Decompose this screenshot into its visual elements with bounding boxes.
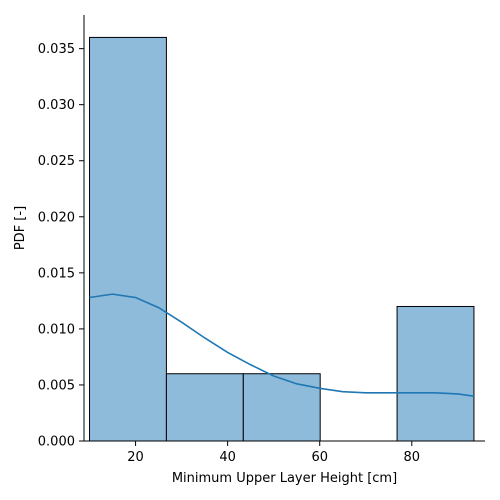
- histogram-bar-3: [242, 373, 321, 442]
- y-tick-label: 0.030: [38, 98, 75, 113]
- y-axis-label: PDF [-]: [13, 206, 28, 250]
- kde-curve: [89, 293, 475, 397]
- y-tick-label: 0.020: [38, 210, 75, 225]
- x-tick-label: 20: [127, 450, 144, 465]
- histogram-bars: [89, 36, 475, 442]
- histogram-bar-1: [89, 36, 167, 442]
- y-tick-label: 0.025: [38, 154, 75, 169]
- y-tick-label: 0.010: [38, 322, 75, 337]
- x-tick-label: 40: [219, 450, 236, 465]
- y-tick-label: 0.035: [38, 42, 75, 57]
- x-axis-label: Minimum Upper Layer Height [cm]: [172, 471, 397, 486]
- y-tick-label: 0.005: [38, 378, 75, 393]
- x-axis-ticks: 20 40 60 80: [127, 441, 420, 465]
- y-tick-label: 0.000: [38, 435, 75, 450]
- x-tick-label: 60: [311, 450, 328, 465]
- y-axis-ticks: 0.000 0.005 0.010 0.015 0.020 0.025 0.030 0.035: [38, 42, 84, 450]
- y-tick-label: 0.015: [38, 266, 75, 281]
- histogram-bar-5: [396, 305, 475, 442]
- histogram-bar-2: [165, 373, 244, 442]
- x-tick-label: 80: [404, 450, 421, 465]
